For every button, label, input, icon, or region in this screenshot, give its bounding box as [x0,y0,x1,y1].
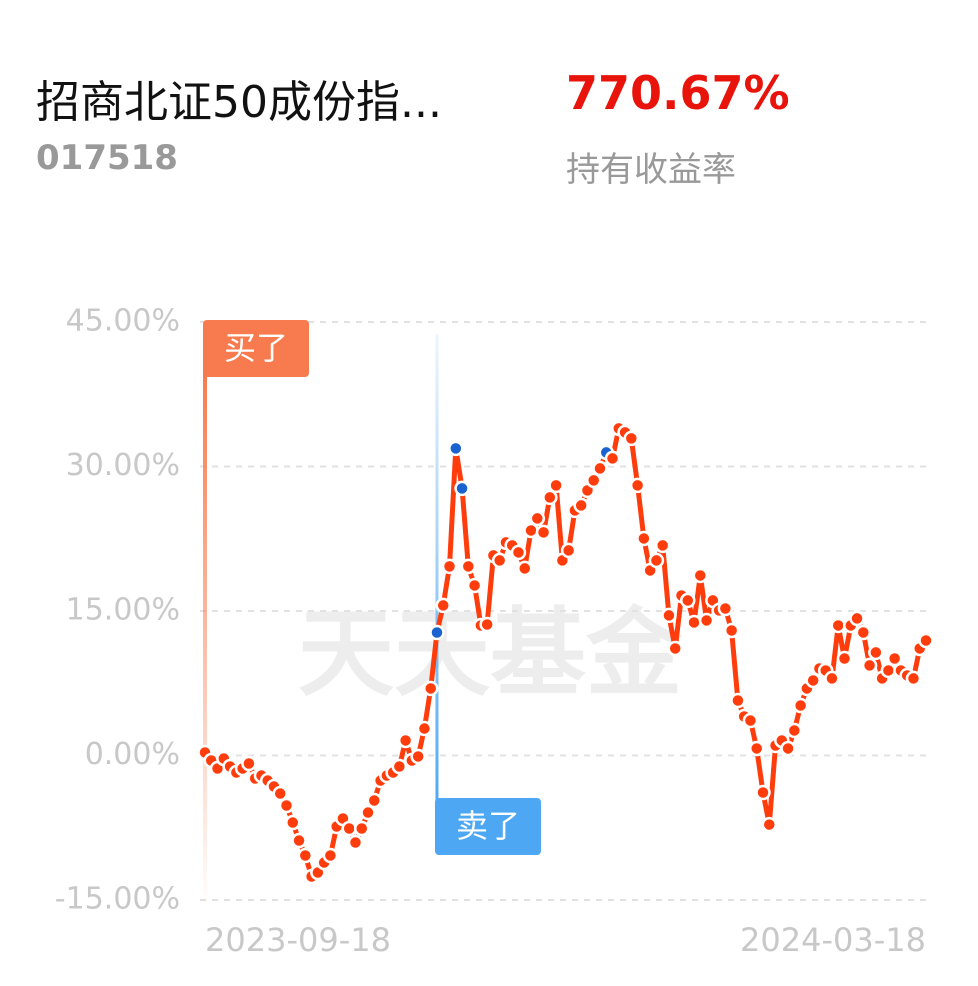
sell-point [454,480,470,497]
data-point [241,755,257,772]
data-point [592,460,608,477]
data-point [516,560,533,577]
data-point [629,477,646,494]
data-point [861,657,878,674]
data-point [291,832,307,849]
data-point [410,748,426,765]
y-tick-label: 15.00% [66,593,180,628]
data-point [491,552,508,569]
data-point [686,614,702,631]
data-point [347,834,364,851]
watermark: 天天基金 [298,597,683,709]
data-point [636,530,652,547]
data-point [830,617,846,634]
data-point [422,680,439,697]
data-point [272,785,288,802]
x-tick-label: 2023-09-18 [205,921,391,959]
data-point [297,847,314,864]
data-point [680,592,696,609]
data-point [761,816,778,833]
annotation-label: 买了 [224,329,288,367]
data-point [792,697,809,714]
data-point [667,640,683,657]
fund-name: 招商北证50成份指... [36,77,442,128]
data-point [780,740,796,757]
data-point [353,820,370,837]
data-point [341,820,357,837]
data-point [661,607,677,624]
annotation-box [434,798,541,855]
sell-point [448,440,464,457]
data-point [654,537,671,554]
data-point [529,510,546,527]
data-point [285,814,301,831]
data-point [905,670,922,687]
data-point [360,804,376,821]
data-point [397,732,414,749]
data-point [698,612,715,629]
data-point [391,758,408,775]
data-point [542,489,558,506]
data-point [623,430,640,447]
data-point [742,712,759,729]
return-label: 持有收益率 [566,150,736,190]
data-point [560,542,577,559]
data-point [836,650,853,667]
annotation-label: 卖了 [456,807,520,845]
data-point [692,567,709,584]
data-point [535,524,552,541]
data-point [855,624,872,641]
data-point [748,740,765,757]
data-point [717,600,734,617]
data-point [466,577,483,594]
y-tick-label: 30.00% [66,448,180,483]
data-point [460,558,477,575]
data-point [548,477,564,494]
fund-return: 770.67% [566,66,790,120]
data-point [849,610,865,627]
sell-line [435,334,439,814]
data-point [278,797,295,814]
y-tick-label: 0.00% [85,737,180,772]
y-tick-label: 45.00% [66,304,180,339]
data-point [824,670,840,687]
data-point [573,497,589,514]
data-point [868,644,884,661]
data-point [918,632,934,649]
annotation-box [203,320,309,377]
data-point [366,792,383,809]
data-point [755,784,771,801]
data-point [322,847,339,864]
buy-line [203,372,207,910]
sell-point [429,624,445,641]
data-point [510,544,527,561]
data-point [723,622,740,639]
data-point [441,558,458,575]
fund-code: 017518 [36,138,178,178]
data-point [805,672,821,689]
data-point [604,450,621,467]
data-point [585,472,602,489]
data-point [416,720,433,737]
x-tick-label: 2024-03-18 [740,921,926,959]
data-point [786,722,803,739]
data-point [730,692,746,709]
data-point [886,650,903,667]
data-point [479,616,495,633]
y-tick-label: -15.00% [55,882,180,917]
data-point [648,552,665,569]
data-point [435,597,451,614]
